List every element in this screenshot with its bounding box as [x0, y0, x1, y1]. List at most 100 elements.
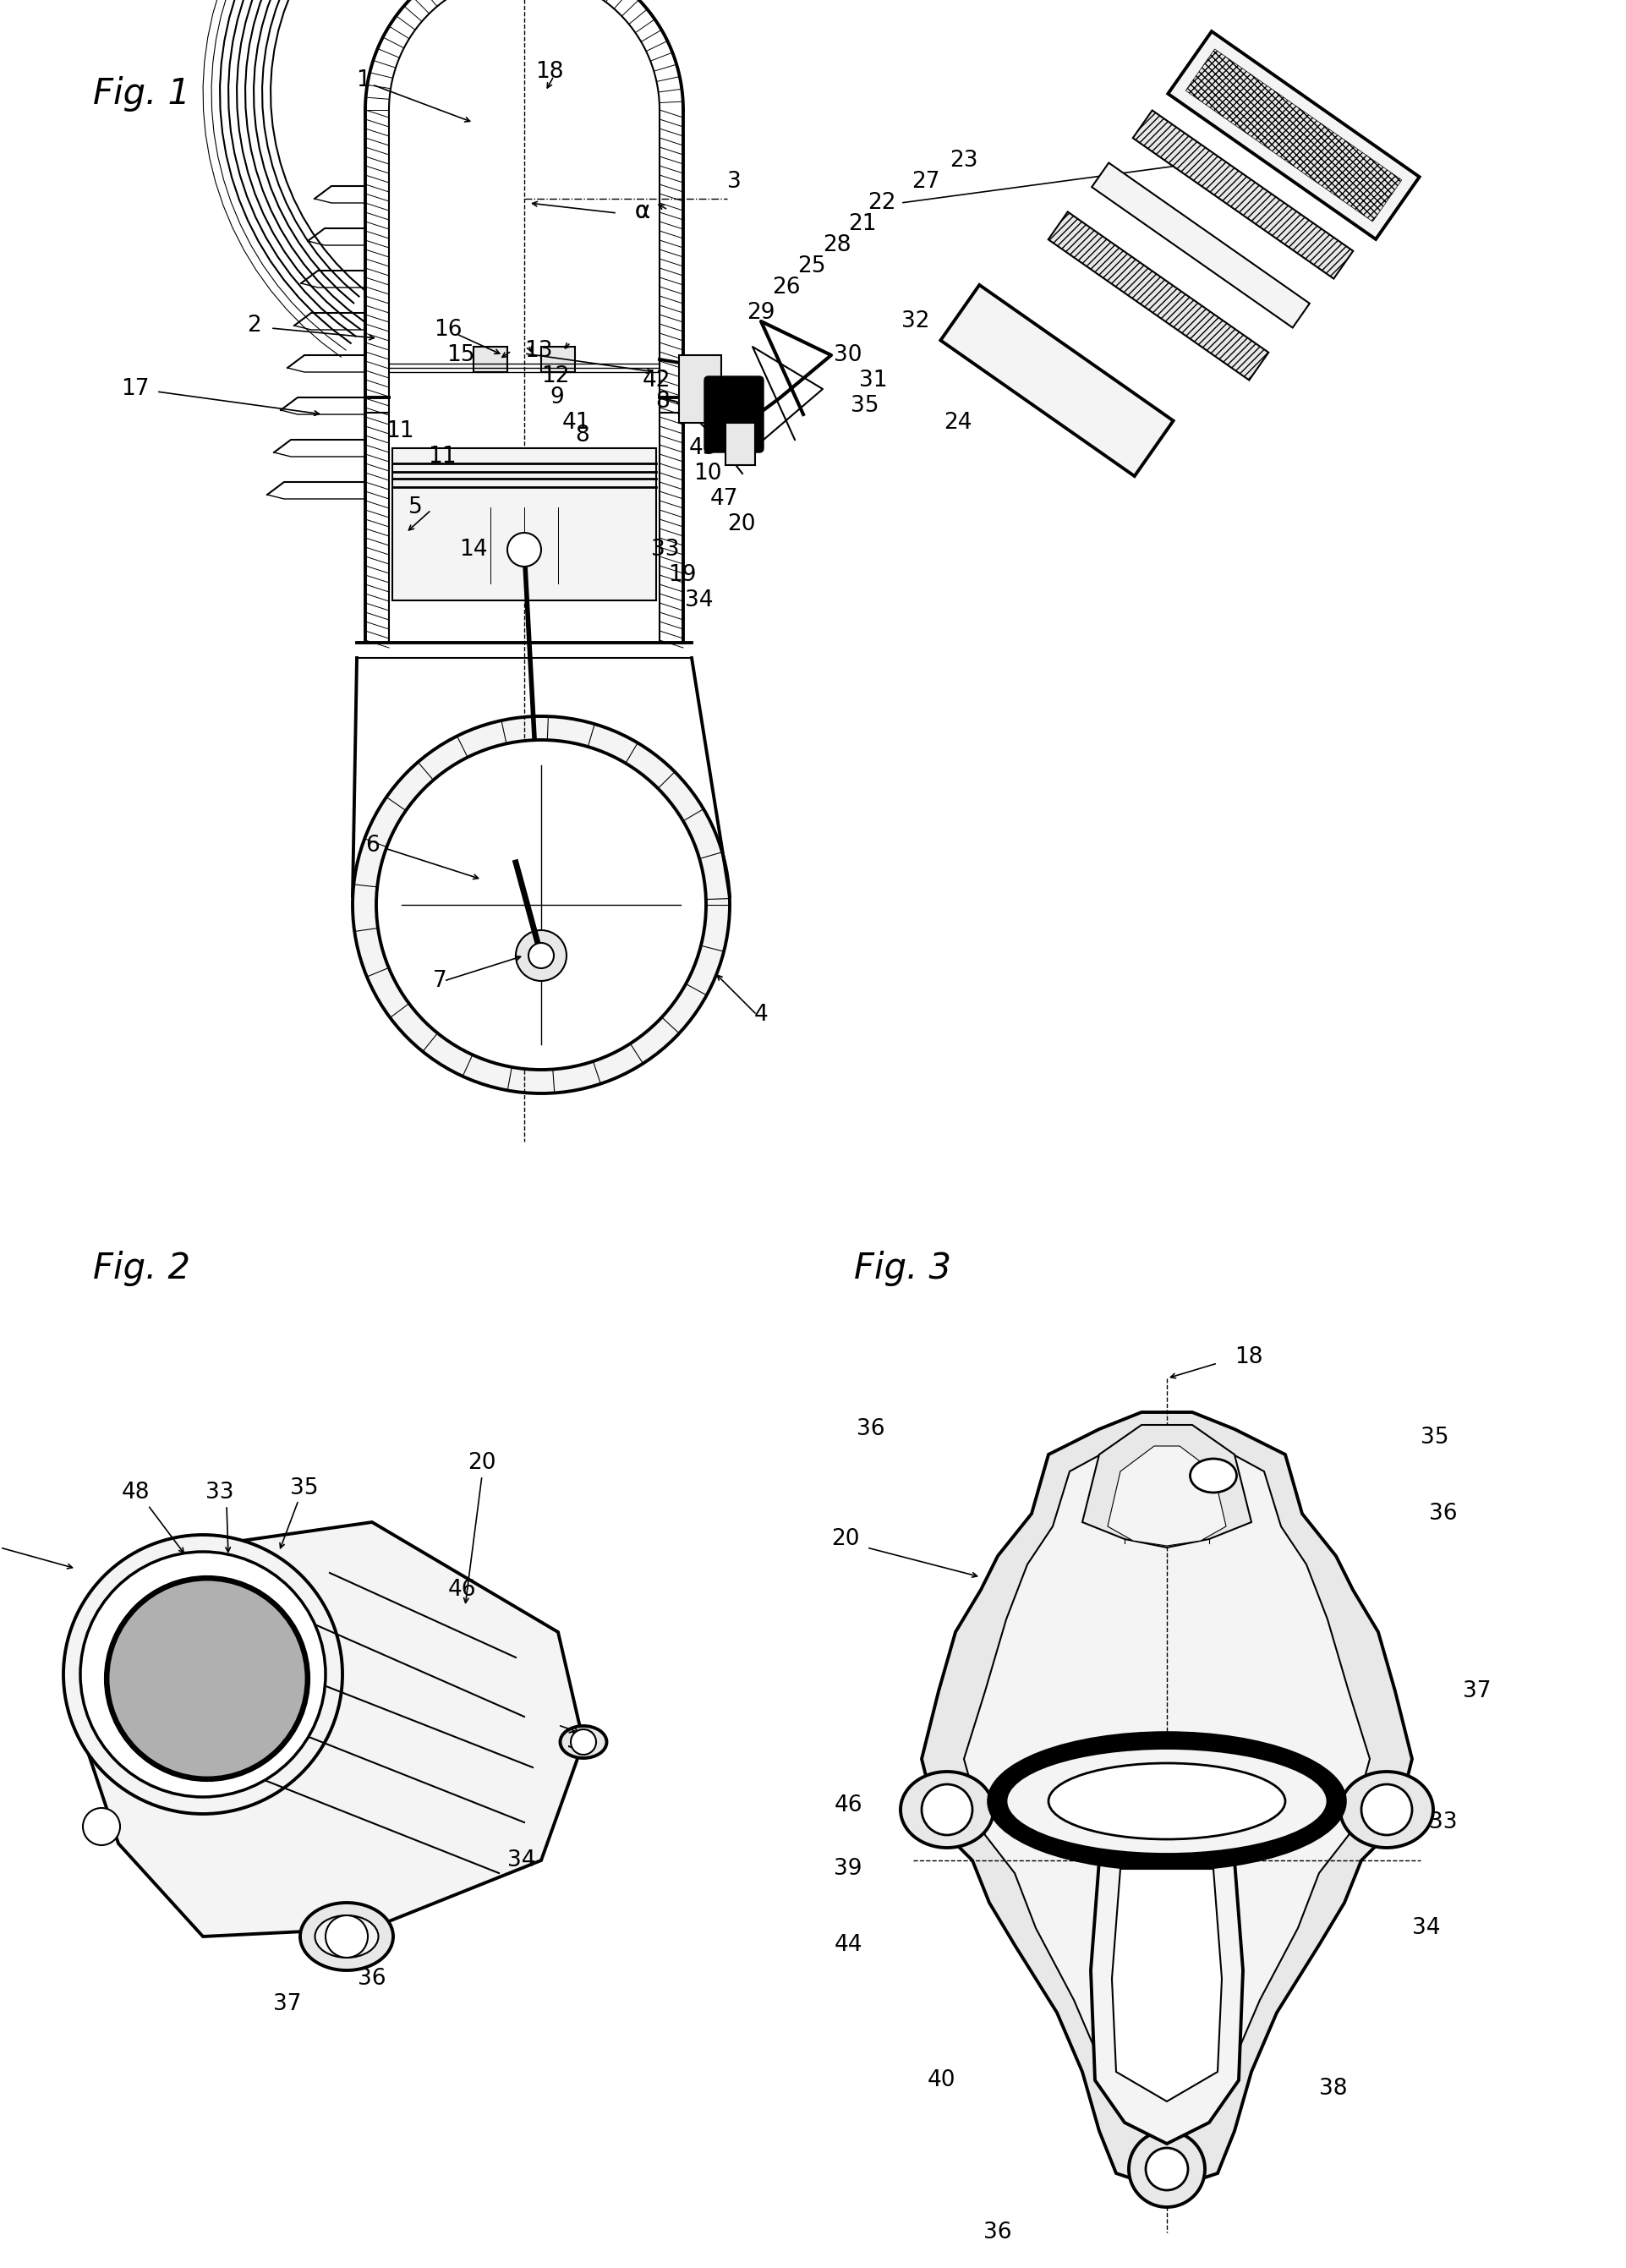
Text: 3: 3: [727, 170, 741, 193]
Bar: [680, 356, 722, 422]
Text: 7: 7: [433, 971, 447, 991]
Ellipse shape: [989, 1733, 1345, 1869]
Text: 46: 46: [834, 1794, 862, 1817]
Text: 37: 37: [273, 1994, 302, 2016]
Text: 26: 26: [772, 277, 800, 299]
Text: 40: 40: [927, 2068, 956, 2091]
Text: 34: 34: [1411, 1916, 1441, 1939]
Polygon shape: [1091, 1860, 1242, 2143]
Circle shape: [325, 1916, 367, 1957]
Ellipse shape: [1006, 1749, 1327, 1853]
Text: 20: 20: [468, 1452, 496, 1474]
Text: 48: 48: [120, 1481, 150, 1504]
Text: 9: 9: [550, 386, 564, 408]
Polygon shape: [1091, 163, 1309, 327]
Circle shape: [83, 1808, 120, 1846]
Text: 43: 43: [689, 438, 717, 458]
Text: 35: 35: [289, 1476, 319, 1499]
Text: 31: 31: [860, 370, 888, 392]
Circle shape: [1146, 2148, 1189, 2191]
Text: 47: 47: [711, 488, 738, 510]
Ellipse shape: [901, 1771, 993, 1848]
Text: 33: 33: [205, 1481, 234, 1504]
Text: 4: 4: [754, 1005, 767, 1025]
Text: 6: 6: [364, 835, 379, 857]
Text: 38: 38: [1319, 2077, 1348, 2100]
Text: 20: 20: [727, 513, 756, 535]
Text: 16: 16: [434, 320, 462, 340]
Ellipse shape: [315, 1916, 379, 1957]
Text: 24: 24: [945, 413, 972, 433]
Text: 20: 20: [831, 1529, 860, 1549]
Text: 23: 23: [950, 150, 979, 172]
Text: 8: 8: [576, 424, 589, 447]
Polygon shape: [964, 1431, 1369, 2143]
Text: 36: 36: [358, 1969, 387, 1989]
Text: 32: 32: [902, 311, 930, 333]
Text: 11: 11: [428, 445, 457, 467]
Text: 44: 44: [834, 1935, 862, 1955]
Text: α: α: [634, 200, 650, 222]
Text: 30: 30: [834, 345, 862, 365]
Text: Fig. 2: Fig. 2: [93, 1250, 190, 1286]
Text: 35: 35: [850, 395, 880, 417]
Text: 2: 2: [247, 315, 260, 336]
Text: Fig. 3: Fig. 3: [854, 1250, 951, 1286]
Circle shape: [922, 1785, 972, 1835]
Bar: [392, 449, 657, 601]
Text: 18: 18: [1234, 1347, 1263, 1368]
Polygon shape: [940, 286, 1174, 476]
Text: 12: 12: [541, 365, 569, 388]
Text: 34: 34: [685, 590, 714, 612]
Bar: [725, 422, 754, 465]
Polygon shape: [1185, 50, 1402, 222]
Text: 33: 33: [650, 540, 680, 560]
Circle shape: [106, 1576, 309, 1780]
Text: 27: 27: [912, 170, 940, 193]
Circle shape: [515, 930, 566, 982]
Text: 15: 15: [447, 345, 475, 365]
Bar: [473, 347, 507, 372]
Text: 36: 36: [984, 2220, 1011, 2243]
Circle shape: [353, 717, 730, 1093]
Polygon shape: [1167, 32, 1419, 238]
Circle shape: [1361, 1785, 1411, 1835]
Text: 8: 8: [655, 390, 670, 413]
Ellipse shape: [1340, 1771, 1433, 1848]
Text: 36: 36: [857, 1418, 885, 1440]
Text: 13: 13: [524, 340, 553, 363]
Ellipse shape: [1049, 1762, 1285, 1839]
Text: 36: 36: [566, 1730, 595, 1753]
Text: 36: 36: [1429, 1504, 1457, 1524]
Text: 29: 29: [746, 302, 776, 324]
Circle shape: [528, 943, 554, 968]
Ellipse shape: [1190, 1458, 1237, 1492]
Text: 14: 14: [460, 540, 488, 560]
Text: 37: 37: [1463, 1681, 1491, 1703]
Text: 35: 35: [1421, 1427, 1449, 1449]
Circle shape: [376, 739, 706, 1070]
Text: 11: 11: [385, 420, 415, 442]
Polygon shape: [1083, 1424, 1252, 1547]
Text: 28: 28: [823, 234, 852, 256]
Circle shape: [507, 533, 541, 567]
Text: 10: 10: [693, 463, 722, 485]
Polygon shape: [1049, 211, 1268, 381]
Text: 5: 5: [408, 497, 423, 519]
Text: 34: 34: [507, 1848, 535, 1871]
Text: Fig. 1: Fig. 1: [93, 77, 190, 111]
Polygon shape: [1112, 1869, 1221, 2102]
Polygon shape: [1107, 1447, 1226, 1547]
Polygon shape: [1133, 111, 1353, 279]
Text: 17: 17: [120, 379, 150, 399]
Text: 21: 21: [849, 213, 876, 236]
Text: 18: 18: [535, 61, 564, 84]
Text: 33: 33: [1429, 1812, 1457, 1833]
Text: 1: 1: [356, 70, 371, 91]
Circle shape: [571, 1728, 597, 1755]
Text: 39: 39: [834, 1857, 862, 1880]
Text: 25: 25: [798, 256, 826, 277]
Text: 42: 42: [642, 370, 672, 392]
Ellipse shape: [561, 1726, 606, 1758]
Text: 41: 41: [563, 413, 590, 433]
